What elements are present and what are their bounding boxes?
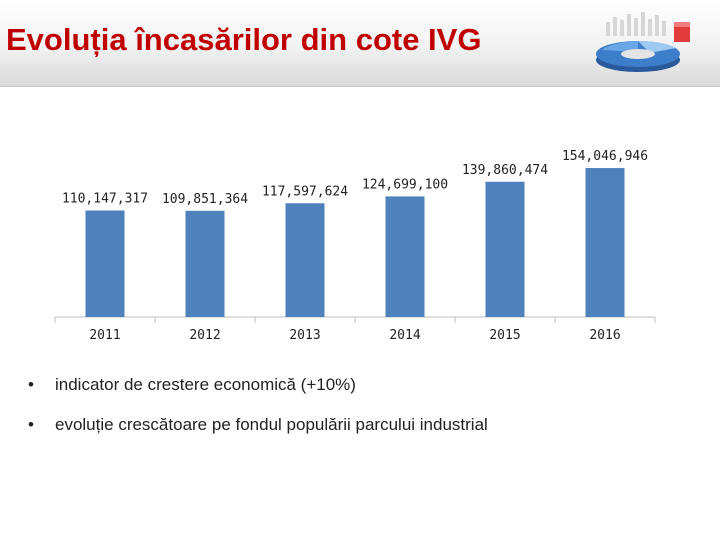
bar-2016 (585, 168, 625, 317)
data-label-2015: 139,860,474 (462, 163, 548, 178)
bar-chart: 110,147,317 2011 109,851,364 2012 117,597,62… (54, 149, 656, 343)
data-label-2012: 109,851,364 (162, 192, 248, 207)
x-tick-label-2013: 2013 (289, 328, 320, 343)
slide-title: Evoluția încasărilor din cote IVG (6, 22, 482, 57)
bullet-item: evoluție crescătoare pe fondul populării… (28, 412, 488, 452)
bullet-item: indicator de crestere economică (+10%) (28, 372, 488, 412)
bullet-list: indicator de crestere economică (+10%) e… (28, 372, 488, 452)
bar-2015 (485, 181, 525, 317)
x-tick-label-2015: 2015 (489, 328, 520, 343)
data-label-2014: 124,699,100 (362, 177, 448, 192)
bar-2011 (85, 210, 125, 317)
x-tick-label-2014: 2014 (389, 328, 420, 343)
data-label-2011: 110,147,317 (62, 191, 148, 206)
data-label-2013: 117,597,624 (262, 184, 348, 199)
slide-header: Evoluția încasărilor din cote IVG (0, 0, 720, 87)
bar-2014 (385, 196, 425, 317)
x-tick-label-2016: 2016 (589, 328, 620, 343)
bullet-text: evoluție crescătoare pe fondul populării… (55, 415, 488, 434)
bullet-text: indicator de crestere economică (+10%) (55, 375, 356, 394)
bar-2012 (185, 210, 225, 317)
x-tick-label-2011: 2011 (89, 328, 120, 343)
3d-ring-chart-logo-icon (596, 12, 690, 72)
bar-2013 (285, 203, 325, 317)
data-label-2016: 154,046,946 (562, 149, 648, 164)
x-tick-label-2012: 2012 (189, 328, 220, 343)
